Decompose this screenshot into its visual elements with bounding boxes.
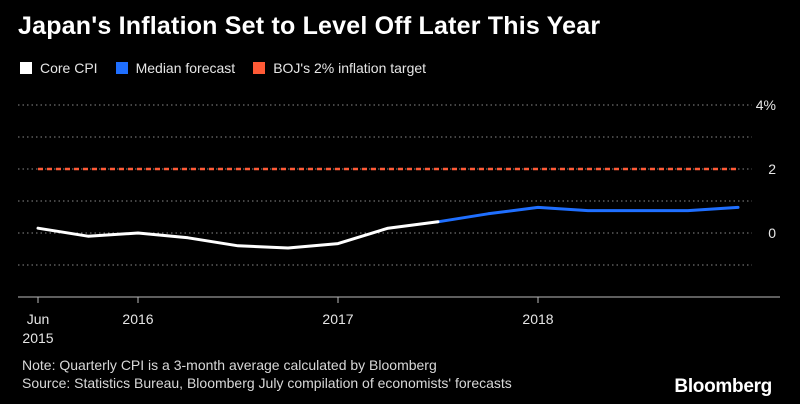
bloomberg-logo: Bloomberg — [674, 376, 772, 397]
series-line-core-cpi — [36, 220, 440, 250]
y-tick-label: 0 — [768, 225, 776, 241]
legend-swatch-core-cpi — [20, 62, 32, 74]
chart-title: Japan's Inflation Set to Level Off Later… — [18, 12, 601, 40]
legend-label-median-forecast: Median forecast — [135, 60, 236, 76]
x-tick-label: 2016 — [122, 311, 153, 327]
x-tick-label: Jun — [27, 311, 50, 327]
y-tick-label: 2 — [768, 161, 776, 177]
chart-note: Note: Quarterly CPI is a 3-month average… — [22, 357, 437, 373]
legend-label-boj-target: BOJ's 2% inflation target — [273, 60, 427, 76]
footnote: Note: Quarterly CPI is a 3-month average… — [22, 356, 512, 392]
series-line-median-forecast — [436, 205, 740, 224]
legend-item-core-cpi: Core CPI — [20, 60, 98, 76]
legend-label-core-cpi: Core CPI — [40, 60, 98, 76]
legend-item-median-forecast: Median forecast — [115, 60, 236, 76]
y-tick-label: 4% — [756, 97, 776, 113]
x-tick-label: 2015 — [22, 330, 53, 346]
x-tick-label: 2017 — [322, 311, 353, 327]
legend-swatch-median-forecast — [115, 62, 128, 74]
x-tick-label: 2018 — [522, 311, 553, 327]
legend-item-boj-target: BOJ's 2% inflation target — [253, 60, 426, 76]
chart-source: Source: Statistics Bureau, Bloomberg Jul… — [22, 375, 512, 391]
legend-swatch-boj-target — [253, 62, 266, 74]
chart-legend: Core CPI Median forecast BOJ's 2% inflat… — [20, 60, 444, 76]
